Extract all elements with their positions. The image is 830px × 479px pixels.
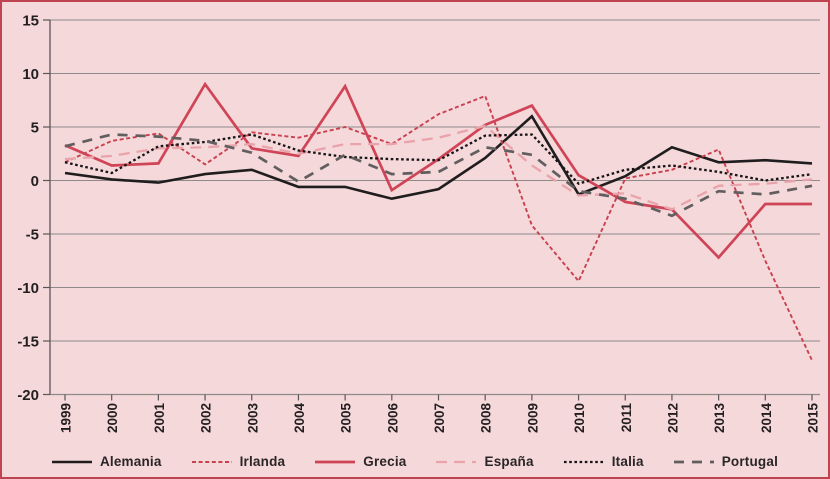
legend-line-sample-portugal <box>673 460 714 463</box>
x-axis-label-2004: 2004 <box>292 403 307 434</box>
x-axis-label-1999: 1999 <box>59 403 74 433</box>
legend-line-sample-italia <box>563 460 604 463</box>
y-axis-label--10: -10 <box>17 280 39 297</box>
x-axis-label-2002: 2002 <box>199 403 214 433</box>
legend-line-sample-alemania <box>51 460 92 463</box>
x-axis-label-2006: 2006 <box>385 403 400 434</box>
legend-label-italia: Italia <box>611 454 644 469</box>
x-axis-label-2014: 2014 <box>759 403 774 434</box>
series-line-españa <box>64 124 813 211</box>
x-axis-label-2013: 2013 <box>712 403 727 434</box>
legend-item-grecia: Grecia <box>315 454 406 469</box>
legend-line-sample-grecia <box>315 460 356 463</box>
x-axis-label-2005: 2005 <box>339 403 354 434</box>
x-axis-label-2011: 2011 <box>619 403 634 433</box>
legend-label-grecia: Grecia <box>363 454 407 469</box>
y-axis-label--20: -20 <box>17 387 39 404</box>
series-line-italia <box>64 133 813 186</box>
legend-line-sample-irlanda <box>191 460 232 463</box>
legend-item-portugal: Portugal <box>673 454 779 469</box>
x-axis-label-2008: 2008 <box>479 403 494 434</box>
chart-legend: Alemania Irlanda Grecia España Italia Portuga… <box>2 454 828 469</box>
legend-line-sample-españa <box>436 460 477 463</box>
x-axis-label-2001: 2001 <box>152 403 167 434</box>
y-axis-label--15: -15 <box>17 333 39 350</box>
series-line-irlanda <box>64 94 813 361</box>
legend-label-alemania: Alemania <box>99 454 162 469</box>
x-axis-label-2015: 2015 <box>806 403 821 434</box>
legend-label-españa: España <box>484 454 534 469</box>
x-axis-label-2012: 2012 <box>665 403 680 433</box>
legend-label-irlanda: Irlanda <box>239 454 286 469</box>
x-axis-label-2009: 2009 <box>525 403 540 433</box>
x-axis-label-2007: 2007 <box>432 403 447 433</box>
legend-label-portugal: Portugal <box>721 454 779 469</box>
chart-plot-area: 15 10 5 0 -5 -10 -15 -20 1999 2000 2001 2002 2003 200… <box>17 12 821 434</box>
legend-item-españa: España <box>436 454 534 469</box>
legend-item-irlanda: Irlanda <box>191 454 286 469</box>
y-axis-label-10: 10 <box>22 66 39 83</box>
legend-item-italia: Italia <box>563 454 644 469</box>
series-line-alemania <box>64 114 813 201</box>
y-axis-label--5: -5 <box>26 226 39 243</box>
series-line-portugal <box>64 133 813 218</box>
x-axis-label-2010: 2010 <box>572 403 587 433</box>
legend-item-alemania: Alemania <box>51 454 162 469</box>
y-axis-label-15: 15 <box>22 12 39 29</box>
x-axis-label-2000: 2000 <box>105 403 120 433</box>
y-axis-label-5: 5 <box>31 119 39 136</box>
y-axis-label-0: 0 <box>31 173 39 190</box>
x-axis-label-2003: 2003 <box>245 403 260 434</box>
